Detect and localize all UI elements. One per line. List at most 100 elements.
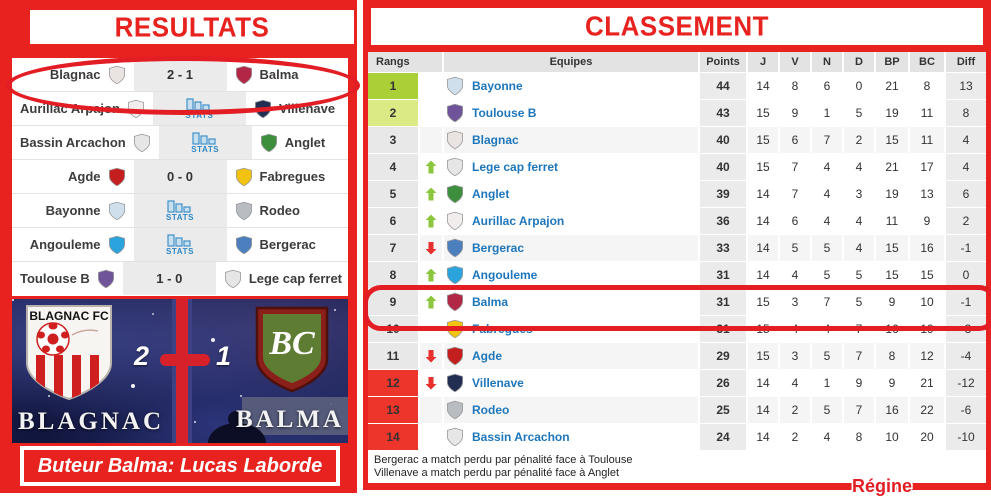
match-row[interactable]: Angouleme STATS Bergerac (12, 228, 348, 262)
played-cell: 15 (748, 289, 778, 315)
team-cell[interactable]: Balma (444, 289, 698, 315)
team-cell[interactable]: Rodeo (444, 397, 698, 423)
rank-trend-cell (420, 100, 442, 126)
results-panel: RESULTATS Blagnac 2 - 1 Balma Aurillac A… (0, 0, 357, 493)
match-row[interactable]: Bayonne STATS Rodeo (12, 194, 348, 228)
points-cell: 33 (700, 235, 746, 261)
goals-for-cell: 8 (876, 343, 908, 369)
match-row[interactable]: Agde 0 - 0 Fabregues (12, 160, 348, 194)
home-team-name: Bayonne (45, 203, 101, 218)
losses-cell: 5 (844, 262, 874, 288)
team-name[interactable]: Bergerac (472, 241, 525, 255)
standings-row[interactable]: 1 Bayonne 44 14 8 6 0 21 8 13 (368, 73, 986, 99)
match-away-team: Lege cap ferret (216, 262, 350, 295)
team-cell[interactable]: Toulouse B (444, 100, 698, 126)
team-cell[interactable]: Bassin Arcachon (444, 424, 698, 450)
standings-row[interactable]: 9 Balma 31 15 3 7 5 9 10 -1 (368, 289, 986, 315)
match-center-cell: 0 - 0 (133, 160, 227, 193)
col-header-n: N (812, 52, 842, 72)
match-home-team: Aurillac Arpajon (12, 92, 153, 125)
team-name[interactable]: Toulouse B (472, 106, 537, 120)
col-header-bp: BP (876, 52, 908, 72)
standings-row[interactable]: 11 Agde 29 15 3 5 7 8 12 -4 (368, 343, 986, 369)
standings-body: 1 Bayonne 44 14 8 6 0 21 8 13 2 Toulouse… (368, 73, 986, 450)
losses-cell: 2 (844, 127, 874, 153)
standings-row[interactable]: 12 Villenave 26 14 4 1 9 9 21 -12 (368, 370, 986, 396)
team-name[interactable]: Rodeo (472, 403, 510, 417)
played-cell: 14 (748, 262, 778, 288)
goals-for-cell: 19 (876, 100, 908, 126)
goals-against-cell: 21 (910, 370, 944, 396)
team-name[interactable]: Bassin Arcachon (472, 430, 570, 444)
rank-cell: 4 (368, 154, 418, 180)
standings-row[interactable]: 2 Toulouse B 43 15 9 1 5 19 11 8 (368, 100, 986, 126)
team-cell[interactable]: Aurillac Arpajon (444, 208, 698, 234)
standings-row[interactable]: 4 Lege cap ferret 40 15 7 4 4 21 17 4 (368, 154, 986, 180)
match-home-team: Blagnac (12, 58, 134, 91)
team-cell[interactable]: Lege cap ferret (444, 154, 698, 180)
team-name[interactable]: Agde (472, 349, 502, 363)
match-away-team: Anglet (252, 126, 348, 159)
home-team-crest-icon (97, 269, 114, 288)
team-crest-icon (447, 238, 463, 258)
standings-row[interactable]: 6 Aurillac Arpajon 36 14 6 4 4 11 9 2 (368, 208, 986, 234)
stats-bars-icon (186, 97, 211, 111)
losses-cell: 7 (844, 343, 874, 369)
team-cell[interactable]: Bayonne (444, 73, 698, 99)
team-name[interactable]: Blagnac (472, 133, 519, 147)
team-cell[interactable]: Villenave (444, 370, 698, 396)
match-center-cell: STATS (133, 228, 227, 261)
away-team-name: Villenave (278, 101, 336, 116)
standings-row[interactable]: 8 Angouleme 31 14 4 5 5 15 15 0 (368, 262, 986, 288)
rank-cell: 10 (368, 316, 418, 342)
home-team-name: Blagnac (49, 67, 101, 82)
goal-diff-cell: 8 (946, 100, 986, 126)
team-name[interactable]: Balma (472, 295, 509, 309)
stats-icon[interactable]: STATS (166, 199, 194, 222)
team-cell[interactable]: Bergerac (444, 235, 698, 261)
rank-trend-cell (420, 235, 442, 261)
standings-row[interactable]: 3 Blagnac 40 15 6 7 2 15 11 4 (368, 127, 986, 153)
rank-trend-icon (425, 349, 437, 363)
goal-diff-cell: 4 (946, 127, 986, 153)
rank-cell: 5 (368, 181, 418, 207)
match-row[interactable]: Blagnac 2 - 1 Balma (12, 58, 348, 92)
standings-header: CLASSEMENT (371, 8, 983, 45)
goal-diff-cell: 4 (946, 154, 986, 180)
standings-row[interactable]: 13 Rodeo 25 14 2 5 7 16 22 -6 (368, 397, 986, 423)
losses-cell: 4 (844, 235, 874, 261)
team-name[interactable]: Anglet (472, 187, 510, 201)
stats-icon[interactable]: STATS (191, 131, 219, 154)
team-cell[interactable]: Angouleme (444, 262, 698, 288)
team-cell[interactable]: Agde (444, 343, 698, 369)
stats-icon[interactable]: STATS (185, 97, 213, 120)
points-cell: 44 (700, 73, 746, 99)
away-team-crest-icon (260, 133, 277, 152)
team-crest-icon (447, 76, 463, 96)
goal-diff-cell: -1 (946, 289, 986, 315)
team-cell[interactable]: Anglet (444, 181, 698, 207)
standings-row[interactable]: 14 Bassin Arcachon 24 14 2 4 8 10 20 -10 (368, 424, 986, 450)
team-name[interactable]: Lege cap ferret (472, 160, 559, 174)
team-name[interactable]: Aurillac Arpajon (472, 214, 565, 228)
match-row[interactable]: Toulouse B 1 - 0 Lege cap ferret (12, 262, 348, 295)
featured-home-title: BLAGNAC (18, 408, 165, 435)
standings-row[interactable]: 7 Bergerac 33 14 5 5 4 15 16 -1 (368, 235, 986, 261)
team-name[interactable]: Fabregues (472, 322, 533, 336)
goals-against-cell: 13 (910, 181, 944, 207)
standings-row[interactable]: 5 Anglet 39 14 7 4 3 19 13 6 (368, 181, 986, 207)
match-row[interactable]: Bassin Arcachon STATS Anglet (12, 126, 348, 160)
team-cell[interactable]: Fabregues (444, 316, 698, 342)
match-row[interactable]: Aurillac Arpajon STATS Villenave (12, 92, 348, 126)
team-name[interactable]: Bayonne (472, 79, 523, 93)
goals-against-cell: 12 (910, 343, 944, 369)
team-name[interactable]: Villenave (472, 376, 524, 390)
rank-cell: 1 (368, 73, 418, 99)
team-name[interactable]: Angouleme (472, 268, 538, 282)
team-cell[interactable]: Blagnac (444, 127, 698, 153)
standings-row[interactable]: 10 Fabregues 31 15 4 4 7 16 19 -3 (368, 316, 986, 342)
home-team-name: Angouleme (29, 237, 101, 252)
draws-cell: 1 (812, 370, 842, 396)
home-team-name: Bassin Arcachon (20, 135, 126, 150)
stats-icon[interactable]: STATS (166, 233, 194, 256)
